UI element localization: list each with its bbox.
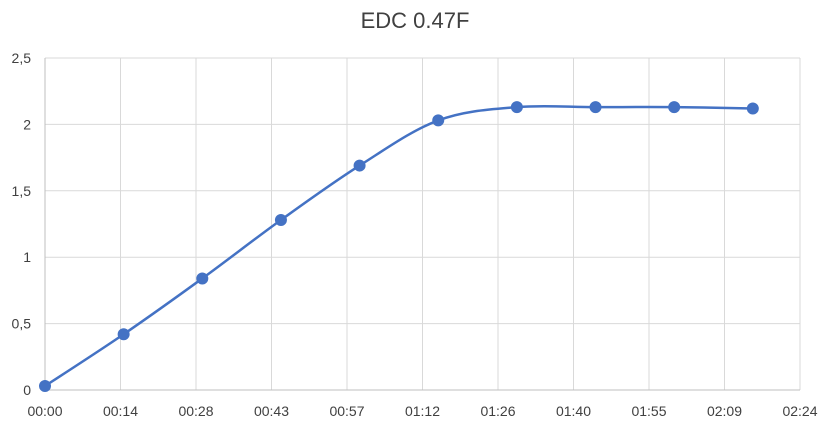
x-tick-label: 01:55 [631,403,666,419]
x-tick-label: 00:28 [178,403,213,419]
tick-labels: 0 0,5 1 1,5 2 2,5 00:00 00:14 00:28 00:43 00:57 01:… [12,50,818,419]
y-tick-label: 1 [23,249,31,265]
chart-title: EDC 0.47F [361,8,470,33]
y-tick-label: 2 [23,116,31,132]
data-point [353,159,366,172]
x-tick-label: 01:12 [405,403,440,419]
data-point [510,101,523,114]
data-point [432,114,445,127]
x-tick-label: 01:40 [556,403,591,419]
data-point [589,101,602,114]
x-tick-label: 00:00 [27,403,62,419]
data-point [274,214,287,227]
data-point [117,328,130,341]
y-tick-label: 1,5 [12,183,32,199]
axes [44,58,800,391]
x-tick-label: 00:43 [254,403,289,419]
data-point [196,272,209,285]
series-line [44,104,753,388]
data-point [746,102,759,115]
x-tick-label: 01:26 [480,403,515,419]
grid [45,57,801,390]
y-tick-label: 0 [23,382,31,398]
y-tick-label: 2,5 [12,50,32,66]
x-tick-label: 02:24 [782,403,817,419]
x-tick-label: 00:14 [103,403,138,419]
series [39,101,759,393]
y-tick-label: 0,5 [12,316,32,332]
x-tick-label: 00:57 [329,403,364,419]
data-point [39,380,51,393]
x-tick-label: 02:09 [707,403,742,419]
data-point [668,101,681,114]
